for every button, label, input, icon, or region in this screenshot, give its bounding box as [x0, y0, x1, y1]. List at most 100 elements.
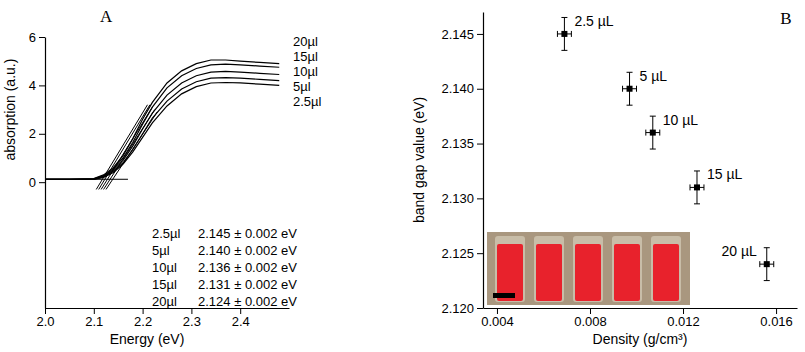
table-value: 2.124 ± 0.002 eV — [198, 294, 297, 309]
x-tick-mark — [45, 308, 46, 314]
y-tick: 2.125 — [441, 246, 483, 261]
data-point — [694, 184, 700, 190]
y-error-cap — [650, 149, 656, 150]
x-error-cap — [703, 184, 704, 190]
y-tick: 2 — [29, 126, 45, 141]
y-error-cap — [627, 105, 633, 106]
y-error-cap — [764, 280, 770, 281]
x-error-cap — [622, 86, 623, 92]
y-tick-label: 2.135 — [441, 136, 474, 151]
point-label: 5 µL — [640, 68, 668, 84]
fit-line — [101, 107, 152, 189]
y-axis-line — [483, 13, 484, 309]
absorption-curve — [45, 78, 279, 180]
x-tick-label: 2.1 — [85, 314, 103, 329]
y-axis-title: absorption (a.u.) — [2, 59, 18, 161]
x-tick: 0.008 — [574, 308, 607, 329]
curve-label: 2.5µl — [293, 94, 322, 109]
absorption-curve — [45, 60, 279, 179]
x-tick-label: 0.012 — [667, 314, 700, 329]
y-tick-label: 6 — [29, 30, 36, 45]
data-point — [627, 86, 633, 92]
vial-glass — [651, 236, 681, 302]
x-tick: 2.0 — [36, 308, 54, 329]
y-axis: 2.120 2.125 2.130 2.135 2.140 2.145 — [441, 13, 483, 316]
y-error-cap — [561, 50, 567, 51]
y-tick-mark — [477, 34, 483, 35]
y-error-cap — [694, 203, 700, 204]
y-tick: 2.145 — [441, 27, 483, 42]
curve-label: 5µl — [293, 79, 311, 94]
point-label: 10 µL — [663, 112, 699, 128]
fit-line — [104, 110, 155, 190]
x-tick: 2.4 — [232, 308, 250, 329]
x-tick-mark — [497, 308, 498, 314]
x-error-cap — [773, 261, 774, 267]
y-tick-label: 4 — [29, 78, 36, 93]
x-error-cap — [645, 130, 646, 136]
y-tick-label: 0 — [29, 175, 36, 190]
table-label: 5µl — [152, 243, 170, 258]
x-tick-mark — [776, 308, 777, 314]
curve-label: 15µl — [293, 49, 318, 64]
plot-area-b — [557, 17, 773, 280]
y-tick: 2.135 — [441, 136, 483, 151]
absorption-curve — [45, 82, 279, 179]
table-value: 2.145 ± 0.002 eV — [198, 226, 297, 241]
y-tick: 2.130 — [441, 191, 483, 206]
data-point — [650, 130, 656, 136]
y-axis-title: band gap value (eV) — [411, 97, 427, 223]
panel-label: A — [100, 7, 113, 26]
y-tick-mark — [39, 182, 45, 183]
y-error-cap — [627, 72, 633, 73]
baseline — [45, 179, 128, 180]
figure: 2.02.12.22.32.4024620µl15µl10µl5µl2.5µl2… — [0, 0, 805, 352]
y-axis: 0 2 4 6 — [29, 30, 46, 309]
table-value: 2.136 ± 0.002 eV — [198, 260, 297, 275]
x-tick: 2.3 — [183, 308, 201, 329]
x-error-cap — [759, 261, 760, 267]
x-tick-label: 2.2 — [134, 314, 152, 329]
y-tick-mark — [477, 253, 483, 254]
point-label: 15 µL — [707, 166, 743, 182]
y-tick-label: 2.145 — [441, 27, 474, 42]
x-tick-label: 0.008 — [574, 314, 607, 329]
scale-bar — [493, 293, 515, 298]
y-tick-mark — [39, 134, 45, 135]
x-error-cap — [571, 31, 572, 37]
y-error-cap — [764, 247, 770, 248]
point-label: 20 µL — [721, 243, 757, 259]
absorption-curve — [45, 64, 279, 179]
x-tick-mark — [94, 308, 95, 314]
x-tick-mark — [143, 308, 144, 314]
y-error-cap — [694, 170, 700, 171]
y-tick: 4 — [29, 78, 45, 93]
vial-liquid — [536, 244, 562, 301]
fit-line — [99, 105, 150, 190]
table-value: 2.131 ± 0.002 eV — [198, 277, 297, 292]
x-tick: 0.012 — [667, 308, 700, 329]
y-axis-line — [45, 38, 46, 309]
vial-liquid — [614, 244, 640, 301]
table-label: 2.5µl — [152, 226, 181, 241]
y-tick: 2.140 — [441, 81, 483, 96]
absorption-curve — [45, 71, 279, 179]
panel-label: B — [780, 9, 791, 28]
y-tick-label: 2.130 — [441, 191, 474, 206]
y-tick-mark — [477, 89, 483, 90]
x-error-cap — [690, 184, 691, 190]
x-tick-mark — [683, 308, 684, 314]
curve-label: 20µl — [293, 34, 318, 49]
vial-glass — [534, 236, 564, 302]
y-error-cap — [650, 116, 656, 117]
x-error-cap — [636, 86, 637, 92]
plot-area-a — [45, 60, 279, 189]
table-label: 15µl — [152, 277, 177, 292]
y-tick: 6 — [29, 30, 45, 45]
curve-label: 10µl — [293, 64, 318, 79]
y-tick: 2.120 — [441, 301, 483, 316]
x-tick-label: 2.0 — [36, 314, 54, 329]
table-label: 20µl — [152, 294, 177, 309]
x-error-cap — [659, 130, 660, 136]
vial-liquid — [653, 244, 679, 301]
